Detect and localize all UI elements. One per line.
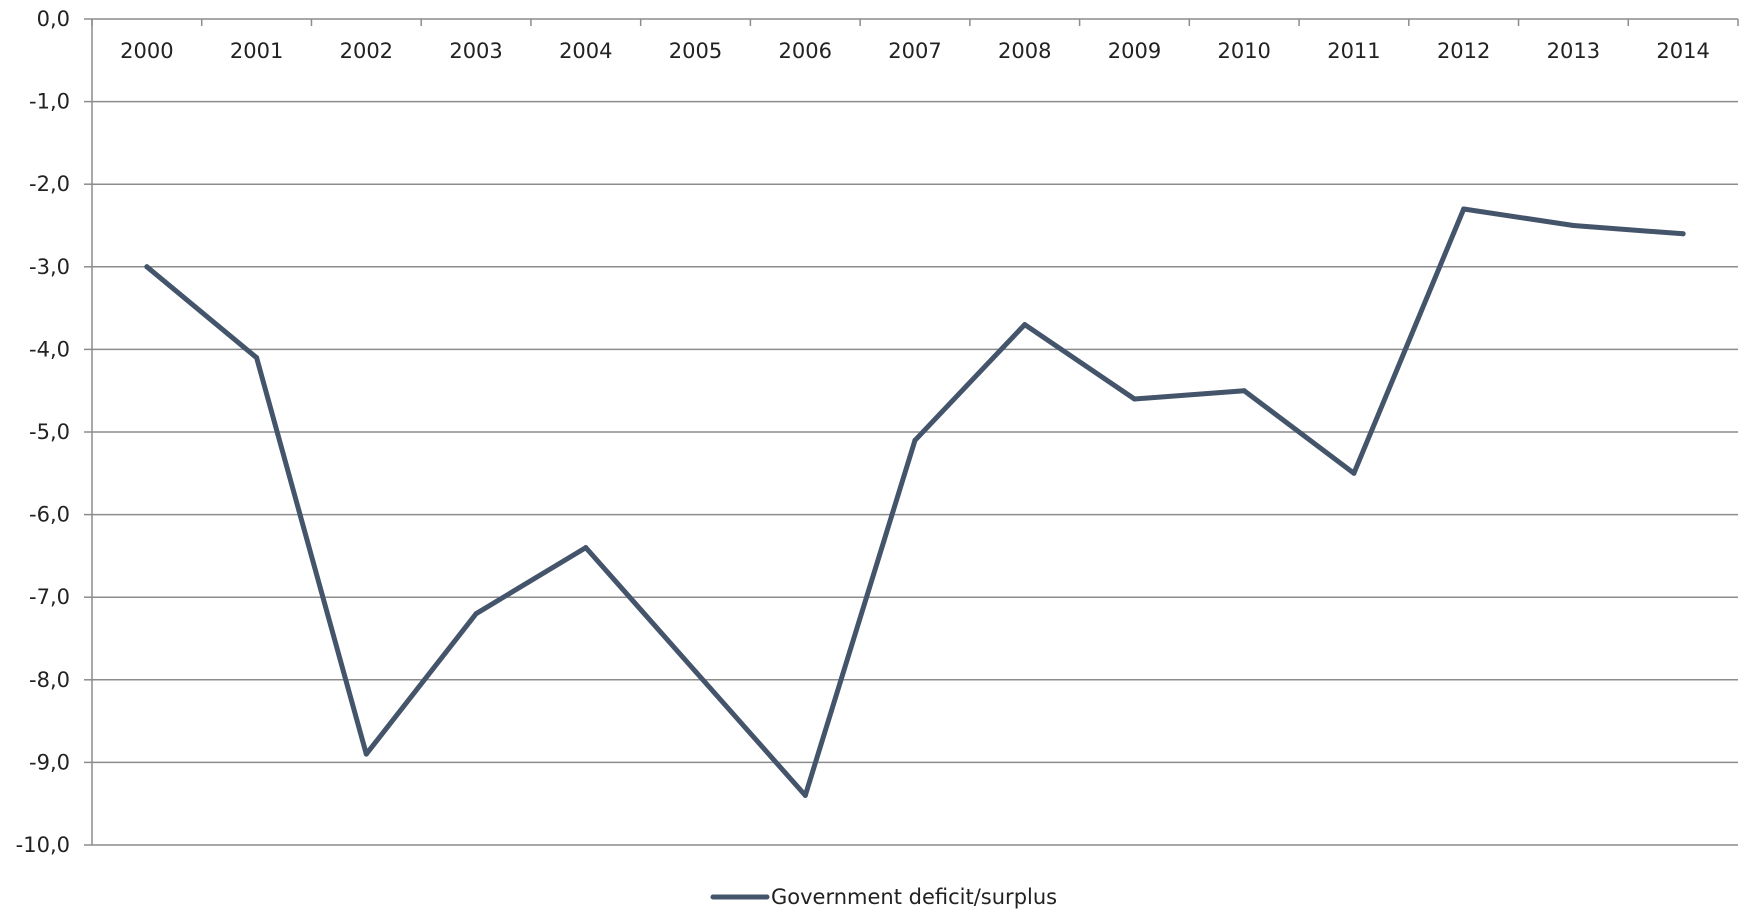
x-tick-label: 2014	[1656, 39, 1709, 63]
data-point	[1461, 206, 1467, 212]
x-tick-label: 2001	[230, 39, 283, 63]
x-tick-label: 2011	[1327, 39, 1380, 63]
y-tick-label: -8,0	[29, 668, 70, 692]
data-point	[144, 264, 150, 270]
y-tick-label: -3,0	[29, 255, 70, 279]
y-tick-label: 0,0	[37, 7, 70, 31]
data-point	[1022, 322, 1028, 328]
x-tick-label: 2012	[1437, 39, 1490, 63]
series-lines	[144, 206, 1686, 798]
x-tick-label: 2010	[1217, 39, 1270, 63]
data-point	[1351, 470, 1357, 476]
data-point	[363, 751, 369, 757]
y-tick-label: -9,0	[29, 750, 70, 774]
x-tick-label: 2005	[669, 39, 722, 63]
x-tick-label: 2000	[120, 39, 173, 63]
legend: Government deficit/surplus	[710, 885, 1057, 909]
data-point	[912, 437, 918, 443]
x-tick-label: 2008	[998, 39, 1051, 63]
series-line-0	[144, 206, 1686, 798]
data-point	[1131, 396, 1137, 402]
data-point	[693, 669, 699, 675]
y-tick-label: -4,0	[29, 337, 70, 361]
data-point	[802, 792, 808, 798]
x-tick-label: 2003	[449, 39, 502, 63]
y-tick-label: -5,0	[29, 420, 70, 444]
y-tick-label: -7,0	[29, 585, 70, 609]
x-tick-label: 2004	[559, 39, 612, 63]
x-tick-labels: 2000 2001 2002 2003 2004 2005 2006 2007 2008 2009…	[120, 39, 1710, 63]
x-tick-label: 2013	[1547, 39, 1600, 63]
data-point	[473, 611, 479, 617]
data-point	[583, 545, 589, 551]
y-tick-labels: 0,0 -1,0 -2,0 -3,0 -4,0 -5,0 -6,0 -7,0 -8,0 -9,0 -…	[16, 7, 70, 857]
y-tick-label: -1,0	[29, 90, 70, 114]
legend-label-government-deficit-surplus: Government deficit/surplus	[771, 885, 1057, 909]
data-point	[1241, 388, 1247, 394]
x-tick-label: 2009	[1108, 39, 1161, 63]
data-point	[254, 355, 260, 361]
y-tick-label: -10,0	[16, 833, 70, 857]
axes	[84, 18, 1739, 846]
y-tick-label: -6,0	[29, 503, 70, 527]
x-tick-label: 2007	[888, 39, 941, 63]
y-tick-label: -2,0	[29, 172, 70, 196]
data-point	[1570, 223, 1576, 228]
x-tick-label: 2006	[779, 39, 832, 63]
gridlines	[92, 18, 1738, 846]
x-tick-label: 2002	[340, 39, 393, 63]
data-point	[1680, 231, 1686, 237]
